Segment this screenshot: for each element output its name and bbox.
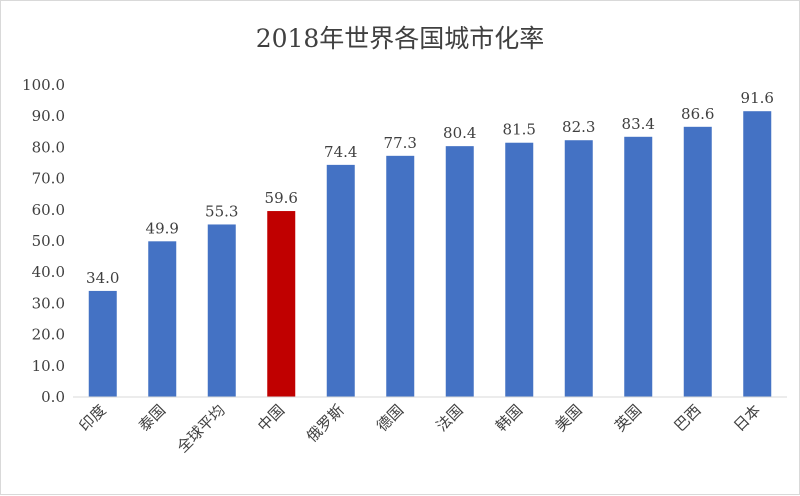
y-tick-label: 100.0	[22, 76, 65, 94]
y-axis: 0.0 10.0 20.0 30.0 40.0 50.0 60.0 70.0 80.0 90.0 1…	[22, 76, 65, 406]
x-tick-label: 泰国	[135, 401, 169, 435]
x-tick-label: 韩国	[492, 401, 526, 435]
y-tick-label: 0.0	[41, 388, 65, 406]
data-label: 77.3	[384, 134, 417, 152]
y-tick-label: 50.0	[32, 232, 65, 250]
y-tick-label: 90.0	[32, 107, 65, 125]
y-tick-label: 70.0	[32, 170, 65, 188]
y-tick-label: 40.0	[32, 263, 65, 281]
x-tick-label: 美国	[552, 401, 586, 435]
x-tick-label: 法国	[433, 401, 467, 435]
data-label: 34.0	[86, 269, 119, 287]
bar	[743, 111, 772, 397]
x-tick-label: 英国	[611, 401, 645, 435]
bar	[386, 155, 415, 397]
bar	[207, 224, 236, 397]
y-tick-label: 80.0	[32, 138, 65, 156]
data-label: 83.4	[622, 115, 655, 133]
x-tick-label: 全球平均	[173, 401, 228, 456]
data-label: 49.9	[146, 219, 179, 237]
data-label: 55.3	[205, 202, 238, 220]
bar	[505, 142, 534, 397]
bar	[326, 164, 355, 397]
data-labels: 34.0 49.9 55.3 59.6 74.4 77.3 80.4 81.5 82.3 83.4…	[86, 89, 774, 287]
bar	[88, 290, 117, 397]
x-tick-label: 印度	[76, 401, 110, 435]
x-tick-label: 德国	[373, 401, 407, 435]
chart-title: 2018年世界各国城市化率	[256, 24, 545, 53]
bar	[445, 146, 474, 397]
y-tick-label: 10.0	[32, 357, 65, 375]
x-tick-label: 日本	[730, 401, 764, 435]
y-tick-label: 60.0	[32, 201, 65, 219]
data-label: 81.5	[503, 121, 536, 139]
data-label: 91.6	[741, 89, 774, 107]
y-tick-label: 20.0	[32, 326, 65, 344]
data-label: 59.6	[265, 189, 298, 207]
bar	[148, 241, 177, 397]
bar	[267, 211, 296, 397]
data-label: 74.4	[324, 143, 357, 161]
bar-series	[88, 111, 772, 398]
bar	[624, 136, 653, 398]
data-label: 80.4	[443, 124, 476, 142]
y-tick-label: 30.0	[32, 294, 65, 312]
x-tick-label: 巴西	[671, 401, 705, 435]
bar	[683, 126, 712, 398]
bar	[564, 140, 593, 397]
data-label: 82.3	[562, 118, 595, 136]
data-label: 86.6	[681, 105, 714, 123]
x-axis: 印度 泰国 全球平均 中国 俄罗斯 德国 法国 韩国 美国 英国 巴西 日本	[73, 396, 787, 456]
x-tick-label: 俄罗斯	[303, 401, 348, 446]
x-tick-label: 中国	[254, 401, 288, 435]
